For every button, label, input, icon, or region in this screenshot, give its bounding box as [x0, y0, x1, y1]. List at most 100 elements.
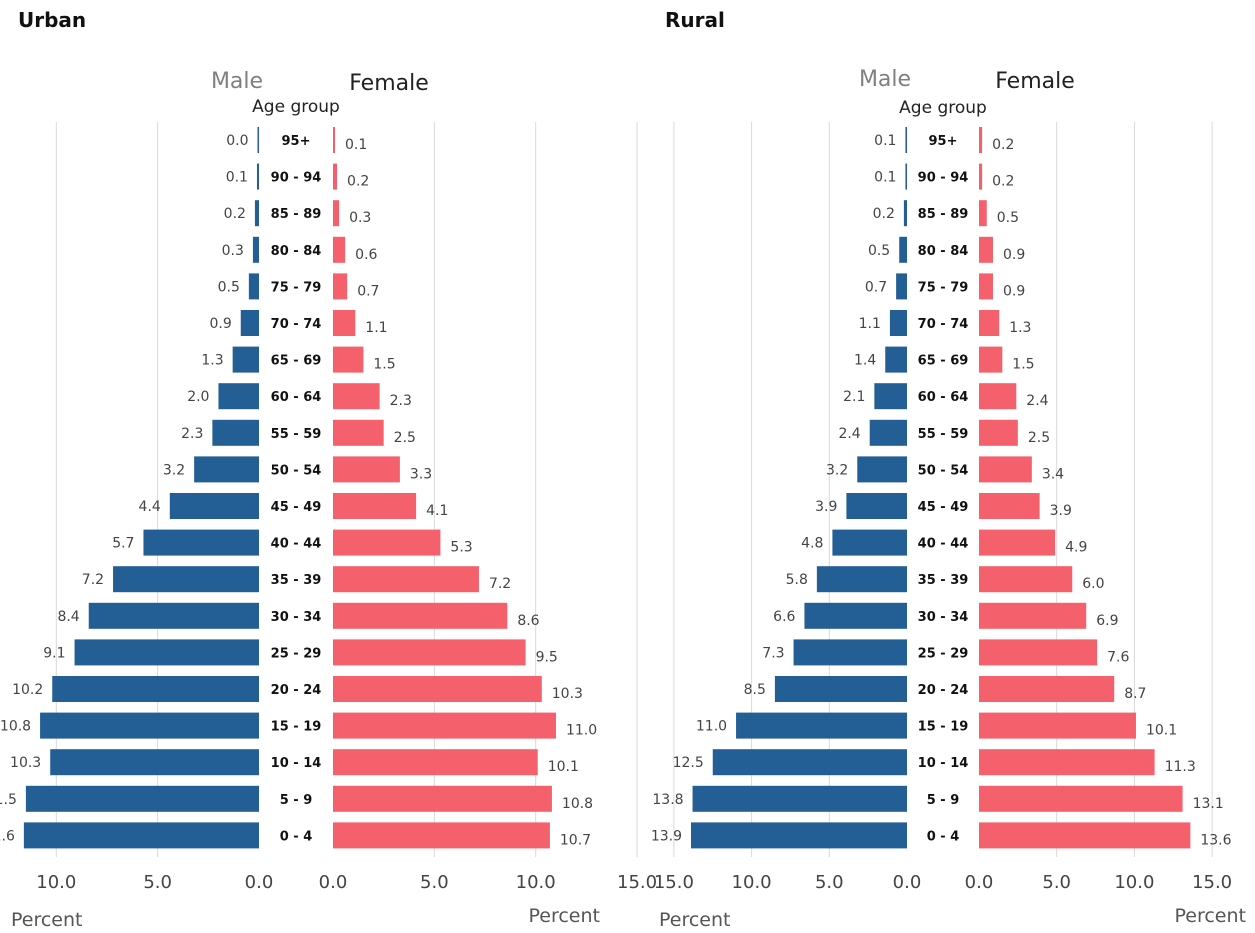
- bar-male: [885, 346, 907, 373]
- data-label-male: 3.2: [826, 462, 848, 478]
- bar-male: [50, 749, 260, 776]
- age-group-label: 80 - 84: [271, 244, 322, 259]
- bar-female: [333, 419, 384, 446]
- bar-male: [712, 749, 907, 776]
- bar-male: [257, 127, 259, 153]
- bar-female: [333, 602, 508, 629]
- bar-female: [333, 822, 550, 849]
- x-tick-male: 5.0: [815, 872, 844, 893]
- bar-female: [333, 200, 340, 227]
- age-group-label: 75 - 79: [271, 280, 322, 295]
- age-group-axis-label: Age group: [899, 98, 987, 118]
- data-label-male: 0.5: [218, 279, 240, 295]
- bar-male: [869, 419, 907, 446]
- bar-female: [979, 310, 1000, 336]
- data-label-female: 3.9: [1050, 503, 1072, 519]
- bar-female: [979, 529, 1056, 556]
- bar-male: [143, 529, 259, 556]
- bar-male: [846, 493, 907, 519]
- legend-female: Female: [349, 71, 429, 96]
- bar-female: [979, 493, 1040, 519]
- bar-male: [832, 529, 907, 556]
- age-group-label: 95+: [929, 134, 958, 149]
- data-label-female: 10.7: [560, 832, 591, 848]
- data-label-male: 2.0: [187, 389, 209, 405]
- data-label-female: 11.0: [566, 723, 597, 739]
- bar-female: [979, 602, 1087, 629]
- x-tick-female: 15.0: [1192, 872, 1232, 893]
- bar-male: [874, 383, 907, 410]
- data-label-male: 13.9: [651, 828, 682, 844]
- bar-female: [333, 639, 526, 666]
- data-label-female: 0.9: [1003, 247, 1025, 263]
- data-label-male: 8.5: [744, 682, 766, 698]
- data-label-female: 6.9: [1096, 613, 1118, 629]
- age-group-label: 15 - 19: [918, 720, 969, 735]
- data-label-female: 1.5: [1012, 357, 1034, 373]
- bar-female: [979, 639, 1098, 666]
- data-label-female: 0.5: [997, 210, 1019, 226]
- x-tick-male: 10.0: [36, 872, 76, 893]
- bar-male: [793, 639, 907, 666]
- data-label-female: 0.2: [992, 174, 1014, 190]
- age-group-label: 65 - 69: [918, 354, 969, 369]
- age-group-label: 0 - 4: [280, 829, 313, 844]
- age-group-label: 55 - 59: [918, 427, 969, 442]
- age-group-label: 55 - 59: [271, 427, 322, 442]
- bar-male: [736, 712, 907, 739]
- data-label-female: 13.1: [1193, 796, 1224, 812]
- x-tick-male: 0.0: [245, 872, 274, 893]
- bar-male: [816, 566, 907, 593]
- bar-female: [979, 712, 1136, 739]
- x-axis-title-female: Percent: [529, 905, 601, 927]
- data-label-female: 2.5: [394, 430, 416, 446]
- bar-female: [333, 346, 364, 373]
- bar-female: [979, 419, 1018, 446]
- x-axis-title-male: Percent: [11, 909, 83, 931]
- data-label-male: 0.2: [224, 206, 246, 222]
- bar-male: [896, 273, 907, 300]
- age-group-label: 40 - 44: [918, 537, 969, 552]
- data-label-male: 8.4: [57, 609, 79, 625]
- age-group-label: 90 - 94: [918, 171, 969, 186]
- data-label-female: 1.1: [365, 320, 387, 336]
- bar-male: [218, 383, 259, 410]
- data-label-female: 0.2: [347, 174, 369, 190]
- bar-female: [333, 493, 417, 519]
- bar-male: [690, 822, 907, 849]
- data-label-female: 5.3: [450, 540, 472, 556]
- bar-male: [804, 602, 907, 629]
- bar-male: [169, 493, 259, 519]
- bar-female: [979, 346, 1003, 373]
- bar-male: [774, 676, 907, 702]
- age-group-label: 70 - 74: [918, 317, 969, 332]
- data-label-female: 8.6: [517, 613, 539, 629]
- bar-female: [979, 200, 987, 227]
- data-label-male: 1.3: [201, 353, 223, 369]
- bar-female: [979, 785, 1183, 812]
- data-label-female: 0.6: [355, 247, 377, 263]
- data-label-male: 0.9: [209, 316, 231, 332]
- bar-male: [240, 310, 259, 336]
- data-label-male: 0.0: [226, 133, 248, 149]
- age-group-label: 25 - 29: [918, 646, 969, 661]
- data-label-female: 8.7: [1124, 686, 1146, 702]
- bar-male: [52, 676, 259, 702]
- age-group-label: 35 - 39: [918, 573, 969, 588]
- age-group-label: 60 - 64: [271, 390, 322, 405]
- data-label-female: 10.8: [562, 796, 593, 812]
- bar-female: [333, 749, 538, 776]
- data-label-male: 7.2: [82, 572, 104, 588]
- data-label-male: 11.5: [0, 792, 17, 808]
- age-group-label: 35 - 39: [271, 573, 322, 588]
- bar-female: [979, 127, 983, 153]
- data-label-female: 7.2: [489, 576, 511, 592]
- data-label-female: 10.1: [548, 759, 579, 775]
- age-group-label: 70 - 74: [271, 317, 322, 332]
- age-group-label: 20 - 24: [271, 683, 322, 698]
- age-group-label: 80 - 84: [918, 244, 969, 259]
- bar-male: [232, 346, 259, 373]
- bar-male: [857, 456, 907, 483]
- data-label-female: 10.3: [552, 686, 583, 702]
